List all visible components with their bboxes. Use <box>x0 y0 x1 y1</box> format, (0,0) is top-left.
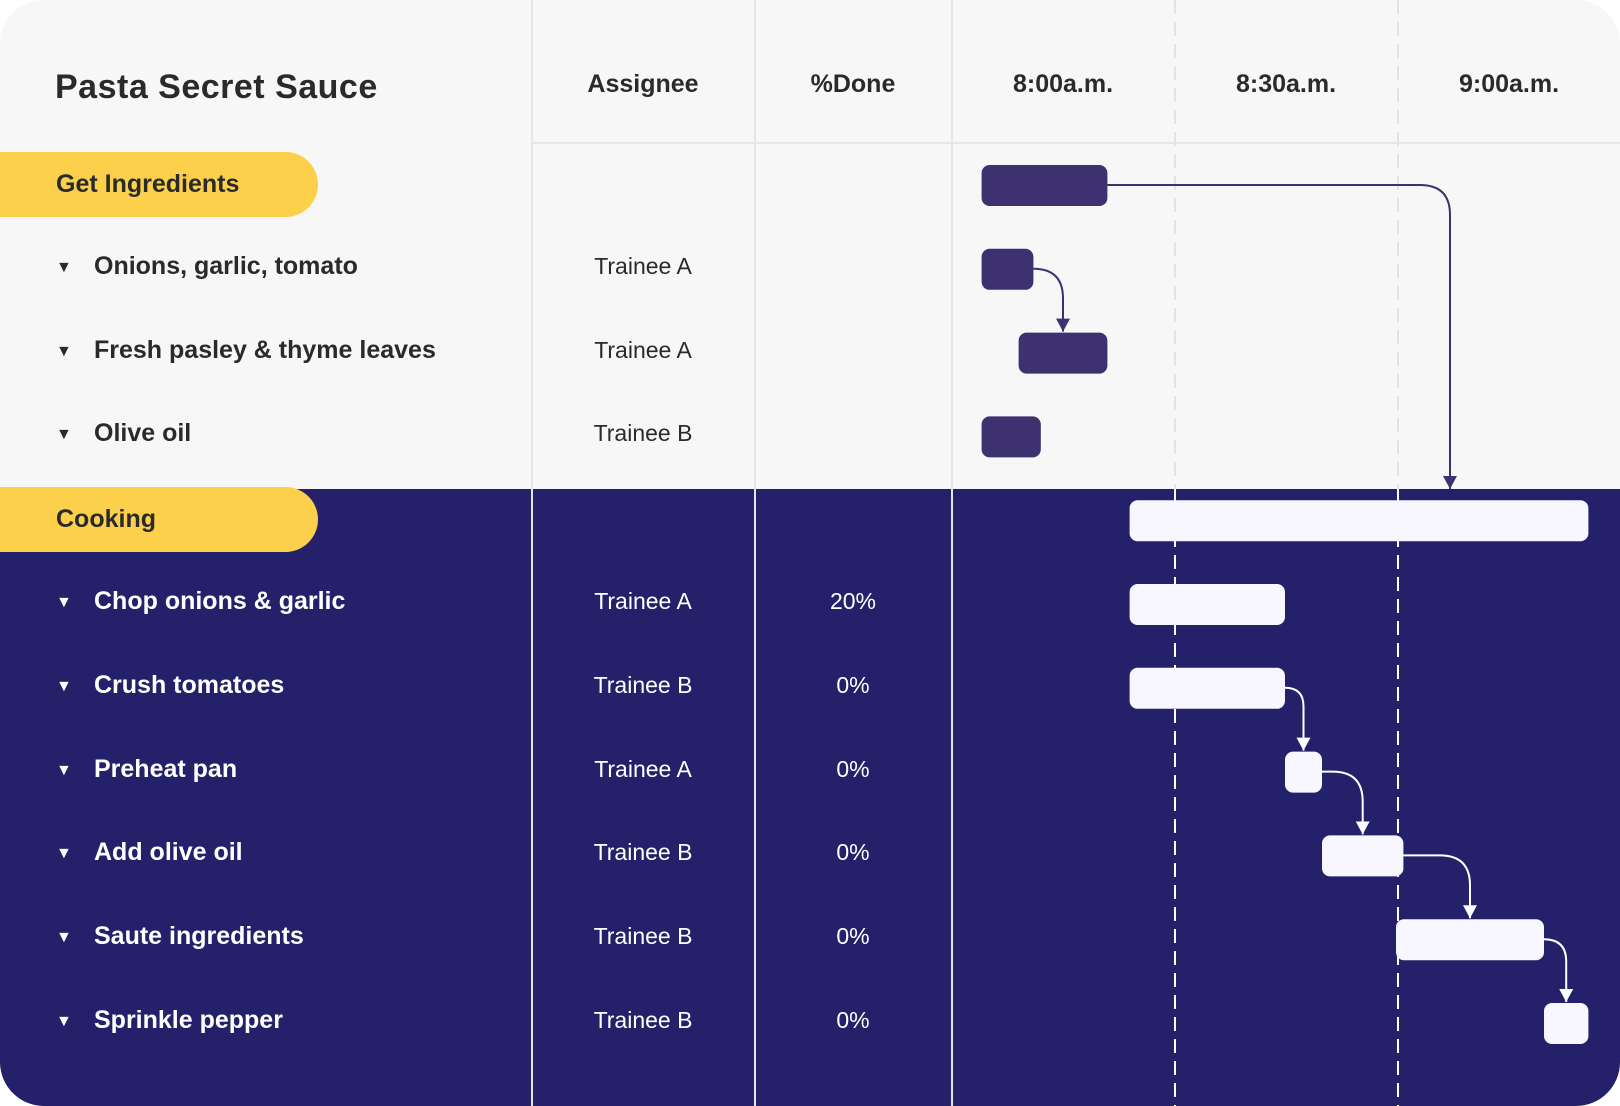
task-percent-done: 20% <box>829 588 877 614</box>
task-row-label: ▼ Chop onions & garlic <box>56 587 345 616</box>
task-name: Crush tomatoes <box>94 670 285 699</box>
column-divider <box>531 0 533 1106</box>
task-row-label: ▼ Fresh pasley & thyme leaves <box>56 336 436 365</box>
dependency-arrow <box>1033 267 1070 332</box>
column-divider <box>754 0 756 1106</box>
task-percent-done: 0% <box>836 671 870 698</box>
time-tick: 8:30a.m. <box>1235 70 1337 98</box>
task-row-label: ▼ Onions, garlic, tomato <box>56 252 358 281</box>
header-done: %Done <box>810 70 896 98</box>
task-name: Add olive oil <box>94 838 243 867</box>
cooking-section-background <box>0 489 1620 1106</box>
dependency-arrow <box>1107 184 1457 489</box>
task-percent-done: 0% <box>836 839 870 866</box>
task-name: Saute ingredients <box>94 922 304 951</box>
task-bar[interactable] <box>981 416 1041 458</box>
task-row-label: ▼ Preheat pan <box>56 755 237 784</box>
page-title: Pasta Secret Sauce <box>55 68 378 106</box>
group-label-pill: Cooking <box>0 487 318 553</box>
task-row-label: ▼ Add olive oil <box>56 838 243 867</box>
group-label: Cooking <box>56 505 156 534</box>
collapse-triangle-icon[interactable]: ▼ <box>56 1013 72 1030</box>
collapse-triangle-icon[interactable]: ▼ <box>56 426 72 444</box>
time-tick: 9:00a.m. <box>1458 70 1560 98</box>
task-percent-done: 0% <box>836 923 870 950</box>
task-row-label: ▼ Olive oil <box>56 419 191 448</box>
task-percent-done: 0% <box>836 755 870 782</box>
task-name: Onions, garlic, tomato <box>94 251 358 280</box>
task-name: Preheat pan <box>94 754 238 783</box>
time-tick: 8:00a.m. <box>1012 70 1114 98</box>
group-bar[interactable] <box>981 165 1108 206</box>
dependency-arrow <box>1322 770 1370 835</box>
task-assignee: Trainee B <box>593 1007 693 1033</box>
task-row-label: ▼ Crush tomatoes <box>56 671 284 700</box>
task-name: Olive oil <box>94 419 192 448</box>
collapse-triangle-icon[interactable]: ▼ <box>56 761 72 779</box>
task-assignee: Trainee B <box>593 839 693 866</box>
task-bar[interactable] <box>981 248 1034 290</box>
header-assignee: Assignee <box>587 70 699 98</box>
collapse-triangle-icon[interactable]: ▼ <box>56 342 72 360</box>
collapse-triangle-icon[interactable]: ▼ <box>56 677 72 695</box>
collapse-triangle-icon[interactable]: ▼ <box>56 594 72 611</box>
task-bar[interactable] <box>1018 332 1108 374</box>
task-assignee: Trainee A <box>594 252 692 279</box>
task-assignee: Trainee A <box>594 336 692 363</box>
task-bar[interactable] <box>1285 751 1322 793</box>
task-row-label: ▼ Saute ingredients <box>56 922 304 951</box>
task-assignee: Trainee B <box>593 420 693 447</box>
task-bar[interactable] <box>1396 919 1544 961</box>
task-name: Fresh pasley & thyme leaves <box>94 335 436 364</box>
group-label-pill: Get Ingredients <box>0 152 318 217</box>
dependency-arrow <box>1284 686 1311 751</box>
task-assignee: Trainee B <box>593 923 693 950</box>
task-assignee: Trainee A <box>594 755 692 782</box>
task-bar[interactable] <box>1129 667 1285 709</box>
collapse-triangle-icon[interactable]: ▼ <box>56 929 72 947</box>
collapse-triangle-icon[interactable]: ▼ <box>56 845 72 863</box>
task-assignee: Trainee A <box>594 588 692 614</box>
task-bar[interactable] <box>1322 835 1404 877</box>
collapse-triangle-icon[interactable]: ▼ <box>56 258 72 276</box>
header-divider <box>532 142 1620 144</box>
task-bar[interactable] <box>1129 584 1285 625</box>
group-bar[interactable] <box>1129 500 1589 542</box>
task-row-label: ▼ Sprinkle pepper <box>56 1006 283 1035</box>
dependency-arrow <box>1543 938 1574 1002</box>
group-label: Get Ingredients <box>56 170 240 198</box>
task-name: Sprinkle pepper <box>94 1006 283 1034</box>
task-percent-done: 0% <box>836 1007 870 1033</box>
task-bar[interactable] <box>1544 1003 1589 1044</box>
dependency-arrow <box>1403 854 1477 919</box>
column-divider <box>951 0 953 1106</box>
task-assignee: Trainee B <box>593 671 693 698</box>
task-name: Chop onions & garlic <box>94 587 346 615</box>
